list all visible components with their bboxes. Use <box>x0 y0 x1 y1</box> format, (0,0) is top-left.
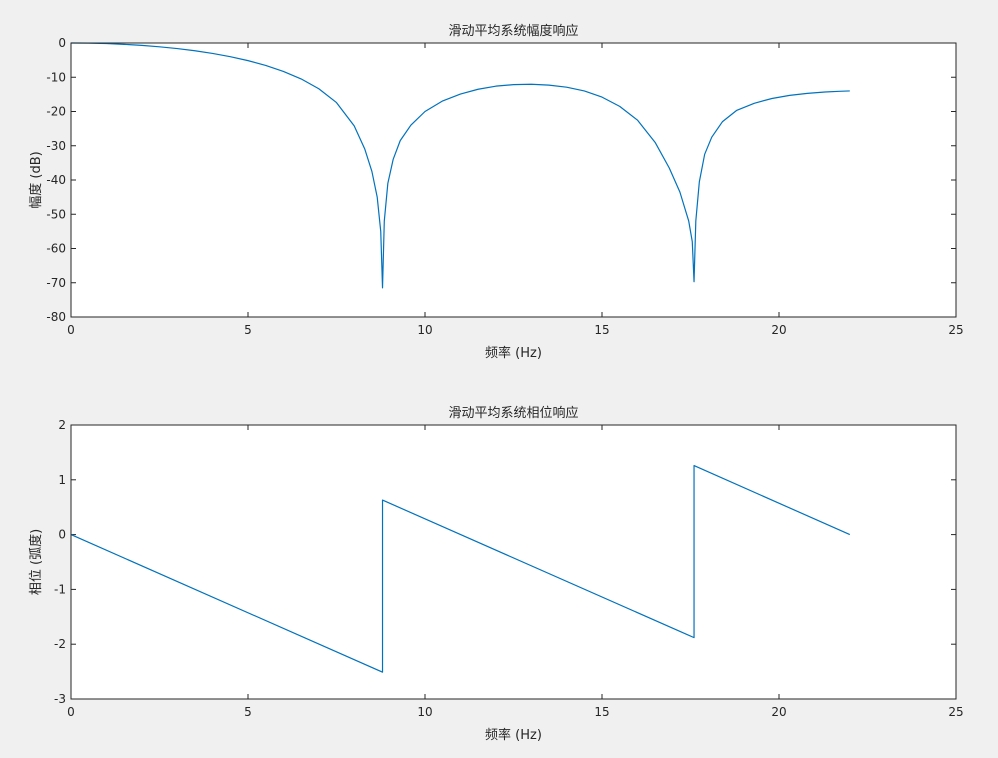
y-tick-label: -10 <box>46 70 66 84</box>
magnitude-response-plot: 0 5 10 15 20 25 0 -10 -20 -30 -40 -50 -60 -70 -80 滑动平均系… <box>28 23 964 361</box>
y-tick-label: 2 <box>58 418 66 432</box>
axes-background <box>71 425 956 699</box>
x-tick-label: 20 <box>771 705 786 719</box>
y-axis-label: 相位 (弧度) <box>28 529 44 595</box>
y-tick-label: -80 <box>46 310 66 324</box>
y-tick-label: -40 <box>46 173 66 187</box>
chart-title: 滑动平均系统幅度响应 <box>448 23 578 39</box>
axes-box <box>70 42 957 318</box>
y-tick-label: -3 <box>54 692 66 706</box>
x-tick-label: 25 <box>948 705 963 719</box>
series-line <box>70 42 850 289</box>
x-axis-label: 频率 (Hz) <box>485 345 542 361</box>
y-tick-label: -1 <box>54 582 66 596</box>
y-tick-label: -2 <box>54 637 66 651</box>
y-axis-label: 幅度 (dB) <box>28 151 44 208</box>
x-tick-label: 20 <box>771 323 786 337</box>
x-tick-label: 10 <box>417 323 432 337</box>
x-tick-label: 5 <box>244 323 252 337</box>
y-tick-label: 0 <box>58 36 66 50</box>
x-tick-label: 25 <box>948 323 963 337</box>
x-tick-label: 10 <box>417 705 432 719</box>
y-tick-label: -30 <box>46 139 66 153</box>
x-tick-label: 15 <box>594 323 609 337</box>
x-tick-label: 15 <box>594 705 609 719</box>
axes-background <box>71 43 956 317</box>
y-tick-label: 1 <box>58 473 66 487</box>
y-tick-label: -70 <box>46 276 66 290</box>
x-tick-label: 0 <box>67 705 75 719</box>
y-tick-label: -20 <box>46 105 66 119</box>
y-tick-label: -60 <box>46 242 66 256</box>
series-line <box>70 464 851 673</box>
chart-title: 滑动平均系统相位响应 <box>448 405 578 421</box>
y-tick-label: 0 <box>58 528 66 542</box>
x-tick-label: 0 <box>67 323 75 337</box>
x-tick-label: 5 <box>244 705 252 719</box>
x-axis-label: 频率 (Hz) <box>485 727 542 743</box>
axes-box <box>70 424 957 700</box>
y-tick-label: -50 <box>46 207 66 221</box>
